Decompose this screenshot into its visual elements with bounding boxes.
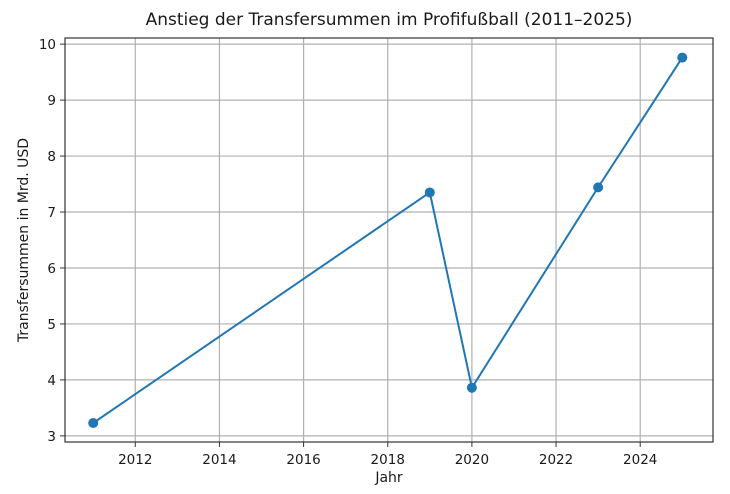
data-point-marker	[677, 52, 688, 63]
data-point-marker	[424, 187, 435, 198]
y-tick-label: 7	[47, 205, 56, 221]
axes-frame	[64, 37, 714, 443]
data-series	[88, 52, 688, 428]
y-tick-label: 3	[47, 429, 56, 445]
y-tick-label: 4	[47, 373, 56, 389]
chart-title: Anstieg der Transfersummen im Profifußba…	[145, 10, 633, 30]
y-tick-label: 5	[47, 317, 56, 333]
x-tick-label: 2024	[623, 452, 657, 468]
y-tick-label: 6	[47, 261, 56, 277]
axis-ticks: 2012 2014 2016 2018 2020 2022 2024 3 4 5 6 7 8 9 10	[39, 37, 658, 468]
data-point-marker	[88, 417, 99, 428]
data-point-marker	[466, 382, 477, 393]
x-tick-label: 2016	[286, 452, 320, 468]
x-tick-label: 2014	[202, 452, 236, 468]
y-tick-label: 8	[47, 149, 56, 165]
grid-lines	[65, 38, 713, 442]
x-axis-label: Jahr	[375, 470, 403, 486]
y-tick-label: 9	[47, 93, 56, 109]
data-point-marker	[593, 182, 604, 193]
x-tick-label: 2018	[371, 452, 405, 468]
y-tick-label: 10	[39, 37, 56, 53]
x-tick-label: 2022	[539, 452, 573, 468]
x-tick-label: 2012	[118, 452, 152, 468]
x-tick-label: 2020	[455, 452, 489, 468]
